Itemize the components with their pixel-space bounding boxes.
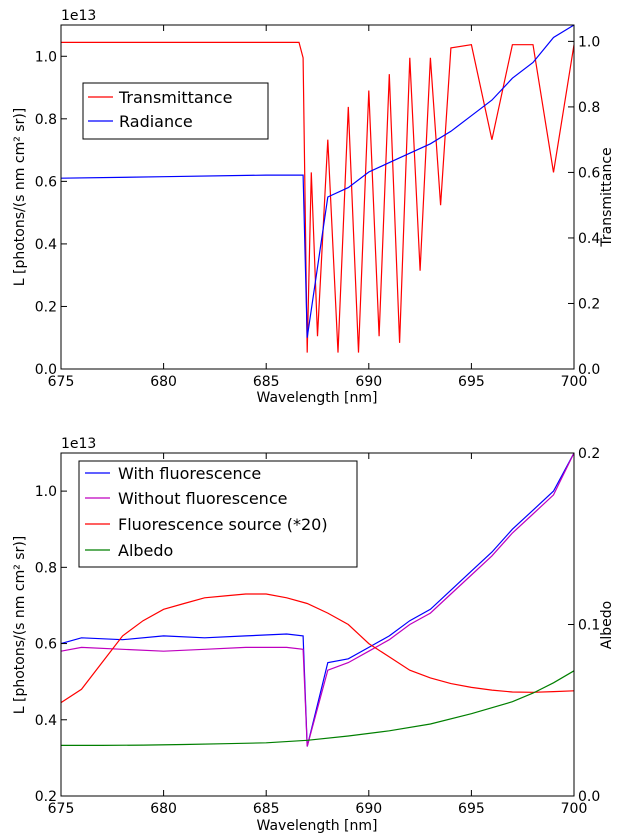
- top-legend-label-1: Radiance: [119, 112, 193, 131]
- top-y-tick-label-3: 0.6: [35, 174, 57, 190]
- top-y2-tick-label-0: 0.0: [578, 362, 600, 378]
- top-y-axis-label: L [photons/(s nm cm² sr)]: [12, 108, 28, 287]
- bottom-x-tick-label-3: 690: [355, 801, 382, 817]
- bottom-series-group: [60, 452, 575, 747]
- top-x-tick-label-2: 685: [253, 374, 280, 390]
- bottom-y-axis-label: L [photons/(s nm cm² sr)]: [12, 536, 28, 715]
- top-series-group: [60, 24, 575, 353]
- bottom-series-line-3: [61, 670, 575, 747]
- top-legend-box: [82, 82, 269, 140]
- bottom-y-tick-label-0: 0.2: [35, 789, 57, 805]
- bottom-y2-tick-label-1: 0.1: [578, 618, 600, 634]
- top-plot-area: [61, 25, 574, 369]
- bottom-y-tick-label-2: 0.6: [35, 637, 57, 653]
- top-series-line-1: [60, 24, 575, 338]
- bottom-y2-tick-label-0: 0.0: [578, 789, 600, 805]
- bottom-y2-tick-label-2: 0.2: [578, 446, 600, 462]
- top-y2-tick-label-1: 0.2: [578, 296, 600, 312]
- top-y-tick-label-0: 0.0: [35, 362, 57, 378]
- top-y2-tick-label-4: 0.8: [578, 100, 600, 116]
- top-legend-label-0: Transmittance: [118, 88, 232, 107]
- top-x-tick-label-1: 680: [150, 374, 177, 390]
- bottom-x-tick-label-0: 675: [48, 801, 75, 817]
- bottom-x-tick-label-1: 680: [150, 801, 177, 817]
- bottom-ticks-group: 675 680 685 690 695 700 0.2 0.4 0.6 0.8 1.0 0.0 0.1 0…: [35, 446, 601, 817]
- bottom-legend: With fluorescence Without fluorescence F…: [78, 460, 358, 568]
- bottom-y2-axis-label: Albedo: [599, 601, 615, 649]
- bottom-chart: 675 680 685 690 695 700 0.2 0.4 0.6 0.8 1.0 0.0 0.1 0…: [12, 436, 615, 834]
- top-legend: Transmittance Radiance: [82, 82, 269, 140]
- bottom-y-tick-label-1: 0.4: [35, 713, 57, 729]
- top-x-tick-label-0: 675: [48, 374, 75, 390]
- bottom-legend-label-3: Albedo: [118, 541, 173, 560]
- top-y-tick-label-4: 0.8: [35, 112, 57, 128]
- top-y2-tick-label-3: 0.6: [578, 165, 600, 181]
- bottom-x-tick-label-5: 700: [561, 801, 588, 817]
- bottom-legend-label-2: Fluorescence source (*20): [118, 515, 328, 534]
- top-y-tick-label-2: 0.4: [35, 237, 57, 253]
- top-scale-note: 1e13: [61, 8, 96, 24]
- top-y2-tick-label-5: 1.0: [578, 34, 600, 50]
- bottom-series-line-1: [60, 452, 575, 747]
- bottom-x-axis-label: Wavelength [nm]: [257, 818, 378, 834]
- bottom-y-tick-label-4: 1.0: [35, 484, 57, 500]
- bottom-legend-label-1: Without fluorescence: [118, 489, 287, 508]
- top-chart: 675 680 685 690 695 7000.00.20.40.60.81.00.00…: [12, 8, 615, 406]
- bottom-legend-box: [78, 460, 358, 568]
- top-y-tick-label-1: 0.2: [35, 299, 57, 315]
- bottom-x-tick-label-4: 695: [458, 801, 485, 817]
- bottom-y-tick-label-3: 0.8: [35, 560, 57, 576]
- top-x-tick-label-4: 695: [458, 374, 485, 390]
- top-x-axis-label: Wavelength [nm]: [257, 390, 378, 406]
- bottom-legend-label-0: With fluorescence: [118, 464, 261, 483]
- top-x-tick-label-3: 690: [355, 374, 382, 390]
- top-ticks-group: 675 680 685 690 695 7000.00.20.40.60.81.00.00…: [35, 25, 600, 390]
- top-y-tick-label-5: 1.0: [35, 49, 57, 65]
- top-series-line-0: [61, 41, 575, 353]
- bottom-series-line-0: [60, 452, 575, 747]
- bottom-scale-note: 1e13: [61, 436, 96, 452]
- top-plot-frame: [60, 24, 575, 370]
- top-y2-axis-label: Transmittance: [599, 147, 615, 247]
- bottom-series-line-2: [60, 593, 575, 704]
- top-x-tick-label-5: 700: [561, 374, 588, 390]
- bottom-x-tick-label-2: 685: [253, 801, 280, 817]
- top-y2-tick-label-2: 0.4: [578, 231, 600, 247]
